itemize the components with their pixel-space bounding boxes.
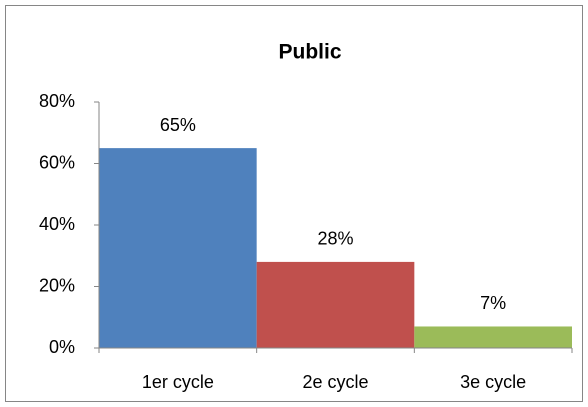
bar <box>256 261 415 348</box>
y-tick-label: 80% <box>39 91 75 111</box>
y-tick-label: 60% <box>39 152 75 172</box>
value-label: 7% <box>480 293 506 313</box>
bar <box>414 326 572 348</box>
chart-title: Public <box>278 41 341 64</box>
bar <box>99 148 257 348</box>
x-tick-label: 2e cycle <box>302 372 368 392</box>
value-label: 28% <box>317 229 353 249</box>
value-label: 65% <box>160 115 196 135</box>
y-tick-label: 0% <box>49 337 75 357</box>
y-tick-label: 40% <box>39 214 75 234</box>
x-tick-label: 1er cycle <box>142 372 214 392</box>
y-tick-label: 20% <box>39 275 75 295</box>
x-tick-label: 3e cycle <box>460 372 526 392</box>
